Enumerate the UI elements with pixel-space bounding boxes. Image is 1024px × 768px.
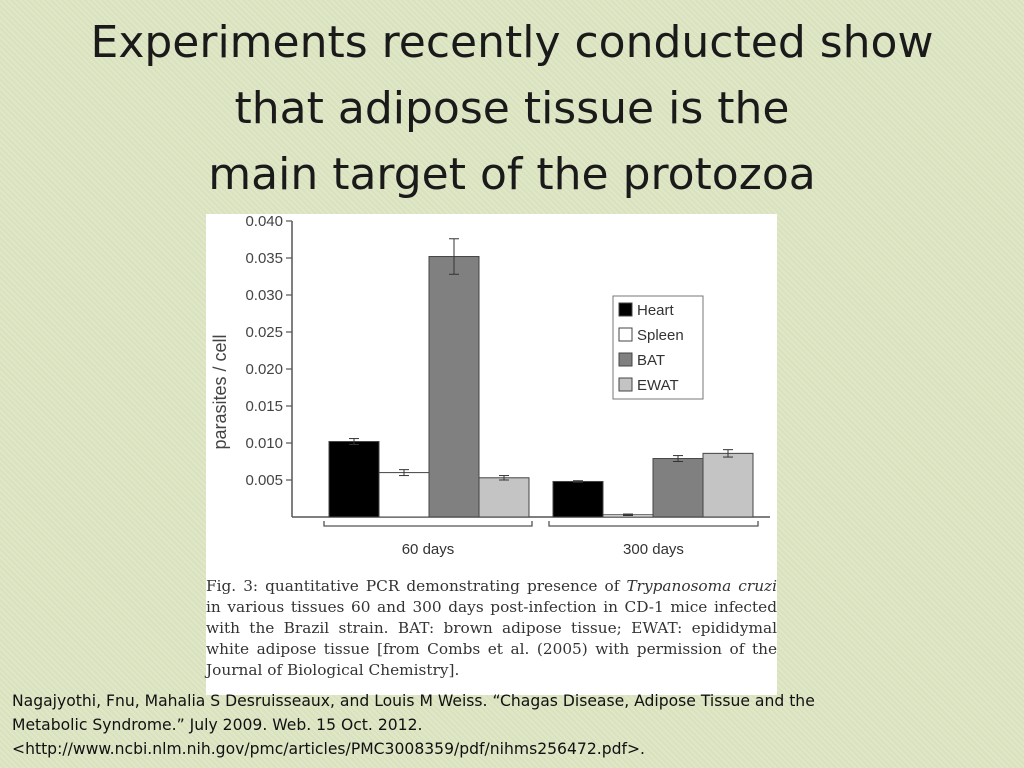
- legend-label: BAT: [637, 352, 665, 369]
- bar-heart: [328, 441, 380, 518]
- bar-ewat: [702, 452, 754, 518]
- caption-species: Trypanosoma cruzi: [626, 577, 777, 595]
- bar-spleen: [378, 472, 430, 518]
- y-tick-label: 0.005: [245, 472, 283, 489]
- legend-label: EWAT: [637, 377, 679, 394]
- y-tick-label: 0.025: [245, 324, 283, 341]
- figure-panel: 0.040 0.035 0.030 0.025 0.020 0.015 0.010 0.005…: [206, 214, 777, 695]
- y-tick-label: 0.015: [245, 398, 283, 415]
- bar-chart: 0.040 0.035 0.030 0.025 0.020 0.015 0.010 0.005…: [210, 214, 770, 558]
- legend-swatch: [618, 327, 633, 342]
- citation-line: <http://www.ncbi.nlm.nih.gov/pmc/article…: [12, 740, 646, 758]
- legend-swatch: [618, 302, 633, 317]
- title-line: Experiments recently conducted show: [90, 17, 934, 68]
- bar-bat: [428, 256, 480, 518]
- title-line: main target of the protozoa: [208, 149, 816, 200]
- slide-title: Experiments recently conducted show that…: [0, 10, 1024, 208]
- group-bracket: [323, 521, 533, 527]
- caption-prefix: Fig. 3: quantitative PCR demonstrating p…: [206, 577, 627, 595]
- y-tick-label: 0.030: [245, 287, 283, 304]
- y-tick-label: 0.035: [245, 250, 283, 267]
- group-bracket: [548, 521, 759, 527]
- bar-ewat: [478, 477, 530, 518]
- bar-heart: [552, 480, 604, 518]
- legend-label: Heart: [637, 302, 675, 319]
- y-axis-label: parasites / cell: [210, 334, 230, 449]
- y-tick-label: 0.010: [245, 435, 283, 452]
- y-tick-label: 0.020: [245, 361, 283, 378]
- citation-line: Metabolic Syndrome.” July 2009. Web. 15 …: [12, 716, 423, 734]
- title-line: that adipose tissue is the: [234, 83, 790, 134]
- x-category-label: 60 days: [402, 541, 455, 558]
- legend-label: Spleen: [637, 327, 684, 344]
- legend-swatch: [618, 377, 633, 392]
- caption-suffix: in various tissues 60 and 300 days post-…: [206, 598, 777, 679]
- legend-swatch: [618, 352, 633, 367]
- y-tick-label: 0.040: [245, 214, 283, 230]
- x-category-label: 300 days: [623, 541, 684, 558]
- citation-line: Nagajyothi, Fnu, Mahalia S Desruisseaux,…: [12, 692, 815, 710]
- citation: Nagajyothi, Fnu, Mahalia S Desruisseaux,…: [12, 689, 1012, 761]
- figure-caption: Fig. 3: quantitative PCR demonstrating p…: [206, 576, 777, 681]
- bar-bat: [652, 458, 704, 518]
